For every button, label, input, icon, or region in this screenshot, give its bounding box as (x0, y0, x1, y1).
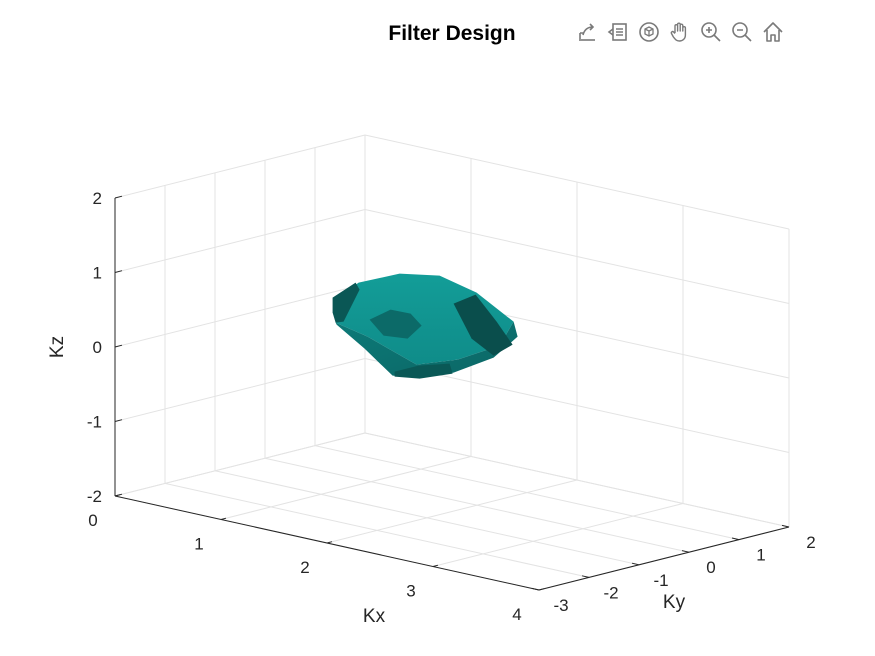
grid-line-floor-x (220, 456, 472, 520)
y-tick-mark (631, 562, 640, 566)
grid-line-sidewall-z (114, 134, 366, 199)
y-tick-mark (531, 587, 540, 591)
surface-left-facet (332, 282, 360, 323)
y-tick-label: 2 (806, 533, 815, 552)
grid-line-floor-y (214, 470, 640, 566)
grid-line-sidewall-z (114, 209, 366, 273)
z-tick-label: -2 (87, 487, 102, 506)
axes-toolbar (572, 16, 787, 48)
grid-line-sidewall-z (114, 283, 366, 348)
z-tick-mark (114, 195, 123, 199)
x-tick-label: 4 (512, 605, 521, 624)
chart-title: Filter Design (388, 22, 515, 45)
x-tick-label: 1 (194, 535, 203, 554)
y-tick-mark (781, 524, 790, 528)
z-tick-label: 0 (93, 338, 102, 357)
grid-line-backwall-z (364, 432, 790, 528)
x-tick-mark (326, 541, 333, 544)
export-icon (578, 23, 595, 41)
z-tick-mark (114, 493, 123, 497)
export-button[interactable] (572, 18, 601, 47)
grid-line-sidewall-z (114, 432, 366, 497)
z-tick-label: 2 (93, 189, 102, 208)
surface-top-face (335, 273, 514, 365)
grid-line-floor-y (264, 457, 690, 553)
z-axis-label: Kz (47, 336, 68, 358)
grid-line-floor-x (432, 503, 684, 567)
y-tick-label: 0 (706, 558, 715, 577)
z-tick-label: 1 (93, 264, 102, 283)
zoom-in-icon (700, 22, 721, 42)
brush-data-button[interactable] (603, 18, 632, 47)
rotate-3d-icon (638, 22, 659, 42)
y-tick-label: 1 (756, 546, 765, 565)
surface-bottom-shade (394, 363, 453, 379)
grid-line-backwall-z (364, 209, 790, 304)
pan-hand-icon (670, 22, 686, 42)
surface-mid-shade (369, 309, 422, 339)
z-tick-label: -1 (87, 413, 102, 432)
zoom-out-icon (731, 22, 752, 42)
home-button[interactable] (758, 18, 787, 47)
y-axis-line (538, 526, 790, 591)
grid-line-floor-y (164, 482, 590, 578)
x-tick-mark (432, 564, 439, 567)
grid-line-sidewall-z (114, 358, 366, 422)
surface-front-face (335, 321, 518, 378)
z-tick-mark (114, 344, 123, 348)
x-tick-label: 0 (88, 511, 97, 530)
x-tick-label: 2 (300, 558, 309, 577)
home-icon (762, 22, 783, 42)
x-tick-label: 3 (406, 582, 415, 601)
zoom-out-button[interactable] (727, 18, 756, 47)
z-tick-mark (114, 419, 123, 422)
y-tick-label: -2 (603, 583, 618, 602)
rotate-3d-button[interactable] (634, 18, 663, 47)
axes-3d[interactable]: 0 1 2 3 4 -3 -2 -1 0 1 2 -2 -1 0 1 2 Kx Ky Kz (47, 134, 816, 627)
brush-data-icon (607, 23, 627, 41)
x-tick-mark (538, 588, 545, 591)
y-tick-mark (681, 550, 690, 553)
x-tick-mark (220, 517, 227, 520)
y-axis-label: Ky (663, 592, 686, 613)
y-tick-mark (731, 537, 740, 541)
surface-right-facet (453, 294, 513, 356)
grid-line-backwall-z (364, 134, 790, 230)
z-tick-mark (114, 270, 123, 273)
grid-line-floor-x (326, 479, 578, 544)
y-tick-label: -1 (653, 571, 668, 590)
y-tick-label: -3 (553, 596, 568, 615)
y-tick-mark (581, 575, 590, 578)
pan-button[interactable] (665, 18, 694, 47)
x-axis-label: Kx (363, 606, 386, 627)
zoom-in-button[interactable] (696, 18, 725, 47)
grid-line-floor-y (314, 445, 740, 541)
